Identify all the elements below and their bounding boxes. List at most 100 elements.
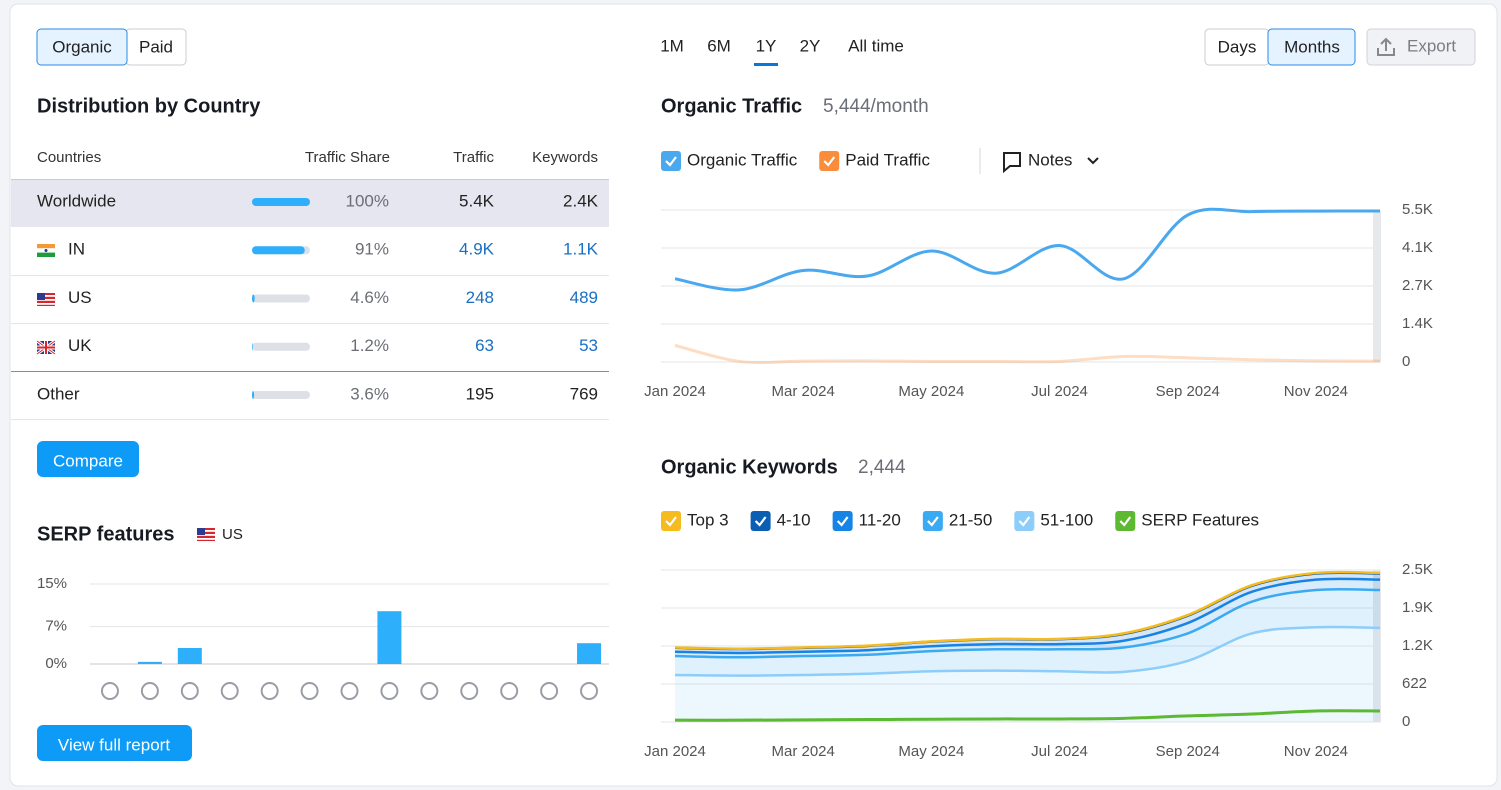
legend-checkbox[interactable] bbox=[661, 151, 681, 171]
legend-checkbox[interactable] bbox=[750, 511, 771, 531]
y-tick-label: 1.4K bbox=[1402, 315, 1433, 332]
legend-check bbox=[1018, 516, 1031, 527]
x-tick-label: Sep 2024 bbox=[1156, 383, 1220, 400]
serp-icon bbox=[540, 682, 559, 700]
tab-organic-bg[interactable] bbox=[36, 28, 128, 66]
column-header: Countries bbox=[37, 149, 101, 166]
traffic: 5.4K bbox=[459, 191, 495, 210]
column-header: Keywords bbox=[532, 149, 598, 166]
share-track bbox=[252, 391, 310, 399]
series-line bbox=[674, 207, 1381, 292]
view-report-button[interactable] bbox=[37, 725, 192, 761]
legend-checkbox[interactable] bbox=[922, 511, 943, 531]
keywords: 1.1K bbox=[563, 240, 599, 259]
share-label: 3.6% bbox=[350, 384, 389, 403]
granularity[interactable]: Months bbox=[1284, 37, 1340, 56]
series-line bbox=[674, 577, 1381, 655]
legend-label[interactable]: 51-100 bbox=[1040, 510, 1093, 529]
area bbox=[675, 578, 1380, 658]
y-tick-label: 7% bbox=[45, 618, 67, 635]
traffic: 63 bbox=[475, 336, 494, 355]
view-report-label[interactable]: View full report bbox=[58, 735, 170, 754]
legend-checkbox[interactable] bbox=[832, 511, 853, 531]
tab[interactable]: Paid bbox=[139, 37, 173, 56]
share-track bbox=[252, 342, 310, 351]
notes-label[interactable]: Notes bbox=[1028, 150, 1072, 169]
edge-shade bbox=[1373, 570, 1381, 722]
share-label: 1.2% bbox=[350, 336, 389, 355]
share-label: 100% bbox=[346, 191, 389, 210]
y-tick-label: 15% bbox=[37, 575, 67, 592]
legend-label[interactable]: Paid Traffic bbox=[845, 150, 930, 169]
country: UK bbox=[68, 336, 92, 355]
y-tick-label: 2.7K bbox=[1402, 277, 1433, 294]
serp-icon bbox=[260, 682, 279, 700]
time-range[interactable]: 2Y bbox=[800, 36, 821, 55]
time-range[interactable]: All time bbox=[848, 36, 904, 55]
x-tick-label: Nov 2024 bbox=[1284, 383, 1348, 400]
legend-checkbox[interactable] bbox=[661, 511, 681, 531]
granularity[interactable]: Days bbox=[1218, 37, 1257, 56]
legend-label[interactable]: SERP Features bbox=[1141, 510, 1259, 529]
legend-check bbox=[665, 156, 677, 167]
x-tick-label: May 2024 bbox=[898, 743, 964, 760]
series-line bbox=[674, 570, 1381, 650]
legend-check bbox=[665, 516, 677, 527]
legend-checkbox[interactable] bbox=[1115, 511, 1136, 531]
keywords: 53 bbox=[579, 336, 598, 355]
country: US bbox=[68, 288, 92, 307]
active-underline bbox=[754, 63, 778, 66]
keywords: 2.4K bbox=[563, 191, 599, 210]
y-tick-label: 1.9K bbox=[1402, 599, 1433, 616]
x-tick-label: Jul 2024 bbox=[1031, 743, 1088, 760]
traffic: 195 bbox=[466, 384, 494, 403]
share-label: 4.6% bbox=[350, 288, 389, 307]
tab[interactable]: Organic bbox=[52, 37, 112, 56]
export-label[interactable]: Export bbox=[1407, 36, 1456, 55]
x-tick-label: Jul 2024 bbox=[1031, 383, 1088, 400]
row-highlight bbox=[11, 180, 609, 227]
keywords: 489 bbox=[570, 288, 598, 307]
serp-icon bbox=[100, 682, 119, 700]
notes-chevron[interactable] bbox=[1087, 157, 1099, 165]
edge-shade bbox=[1373, 210, 1381, 362]
legend-check bbox=[927, 516, 939, 527]
time-range[interactable]: 1Y bbox=[756, 36, 777, 55]
section-title: Organic Keywords bbox=[661, 456, 838, 478]
column-header: Traffic Share bbox=[305, 149, 390, 166]
traffic: 4.9K bbox=[459, 240, 495, 259]
legend-label[interactable]: Top 3 bbox=[687, 510, 729, 529]
legend-check bbox=[754, 516, 767, 527]
serp-icon bbox=[380, 682, 399, 700]
flag-us bbox=[197, 528, 215, 541]
serp-icon bbox=[460, 682, 479, 700]
serp-icon bbox=[340, 682, 359, 700]
legend-check bbox=[836, 516, 849, 527]
section-title: Organic Traffic bbox=[661, 95, 802, 117]
serp-icon bbox=[500, 682, 519, 700]
y-tick-label: 0% bbox=[45, 655, 67, 672]
legend-checkbox[interactable] bbox=[819, 151, 840, 171]
compare-label[interactable]: Compare bbox=[53, 451, 123, 470]
legend-checkbox[interactable] bbox=[1014, 511, 1035, 531]
time-range[interactable]: 6M bbox=[707, 36, 731, 55]
legend-label[interactable]: 21-50 bbox=[949, 510, 992, 529]
share-bar bbox=[252, 391, 255, 399]
legend-label[interactable]: 11-20 bbox=[859, 510, 901, 529]
x-tick-label: Mar 2024 bbox=[771, 383, 834, 400]
legend-check bbox=[823, 156, 836, 167]
series-line bbox=[674, 343, 1381, 365]
country: IN bbox=[68, 240, 85, 259]
compare-button[interactable] bbox=[37, 441, 139, 477]
x-tick-label: May 2024 bbox=[898, 383, 964, 400]
bar bbox=[177, 648, 202, 664]
months-bg[interactable] bbox=[1267, 28, 1356, 66]
country: Other bbox=[37, 384, 80, 403]
legend-label[interactable]: 4-10 bbox=[777, 510, 811, 529]
time-range[interactable]: 1M bbox=[660, 36, 684, 55]
serp-country: US bbox=[222, 526, 243, 543]
legend-label[interactable]: Organic Traffic bbox=[687, 150, 798, 169]
flag-us bbox=[37, 293, 55, 306]
